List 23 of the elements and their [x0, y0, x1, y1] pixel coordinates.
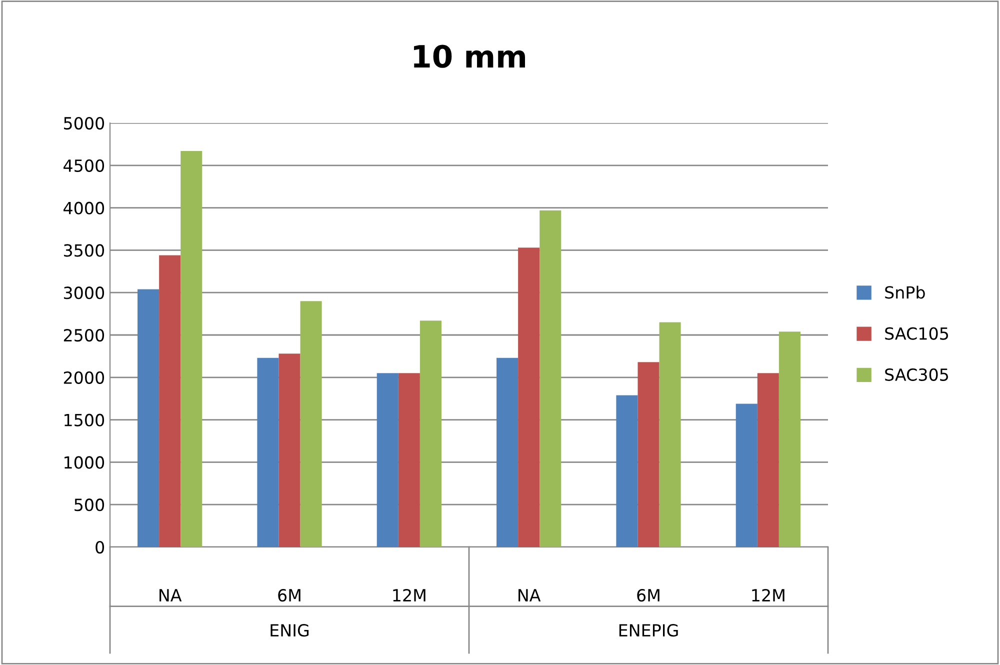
- x-tick-label: 12M: [393, 588, 426, 602]
- x-tick-label: NA: [160, 589, 182, 602]
- x-tick-label: 6M: [637, 588, 660, 602]
- legend-label: SnPb: [885, 286, 925, 299]
- y-tick-label: 2500: [64, 328, 104, 342]
- y-tick-label: 3500: [64, 244, 104, 257]
- text: ENEPIG: [619, 624, 678, 637]
- y-tick-label: 4000: [64, 202, 104, 214]
- chart-title: 10 mm: [414, 44, 526, 68]
- x-tick-label: 12M: [752, 588, 784, 602]
- text: ENIG: [270, 624, 309, 637]
- legend-label: SAC105: [885, 327, 948, 340]
- y-tick-label: 500: [74, 498, 104, 512]
- y-tick-label: 0: [96, 540, 104, 554]
- y-tick-label: 1500: [64, 414, 104, 426]
- x-tick-label: 6M: [278, 588, 300, 602]
- y-tick-label: 4500: [64, 159, 104, 172]
- y-tick-label: 3000: [64, 286, 104, 300]
- legend-label: SAC305: [885, 368, 948, 381]
- x-tick-label: NA: [518, 589, 541, 602]
- y-tick-label: 2000: [64, 371, 104, 384]
- y-tick-label: 1000: [64, 456, 104, 469]
- y-tick-label: 5000: [64, 116, 104, 130]
